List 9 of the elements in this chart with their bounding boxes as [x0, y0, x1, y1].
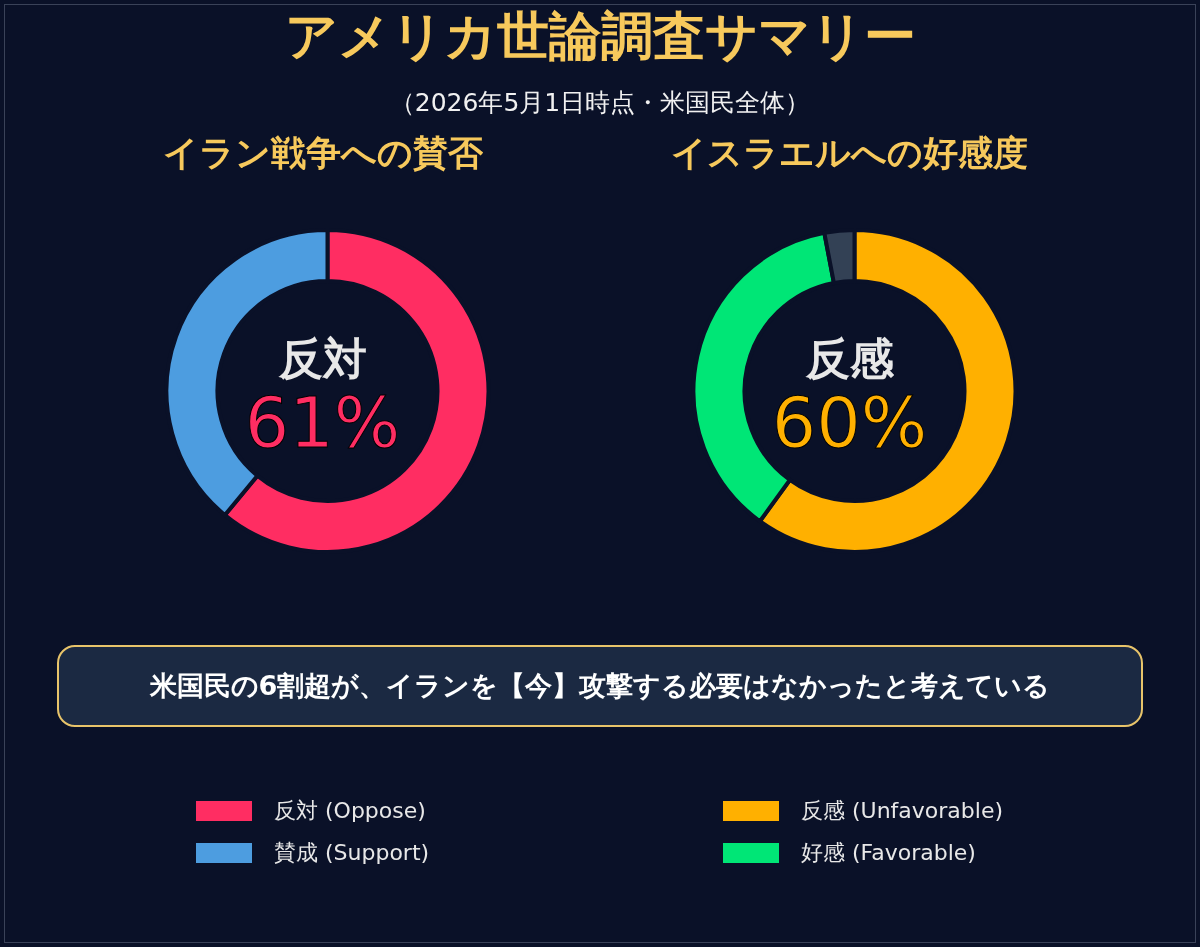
text: アメリカ世論調査サマリー [283, 5, 917, 68]
chart-title: イラン戦争への賛否 [161, 132, 484, 175]
legend-label: 好感 (Favorable) [801, 839, 976, 867]
text: （2026年5月1日時点・米国民全体） [388, 87, 812, 119]
chart-title: イスラエルへの好感度 [670, 132, 1029, 175]
legend-label: 賛成 (Support) [274, 839, 430, 867]
legend-label: 反感 (Unfavorable) [801, 797, 1004, 825]
text: 米国民の6割超が、イランを【今】攻撃する必要はなかったと考えている [57, 645, 1143, 727]
legend-label: 反対 (Oppose) [274, 797, 426, 825]
